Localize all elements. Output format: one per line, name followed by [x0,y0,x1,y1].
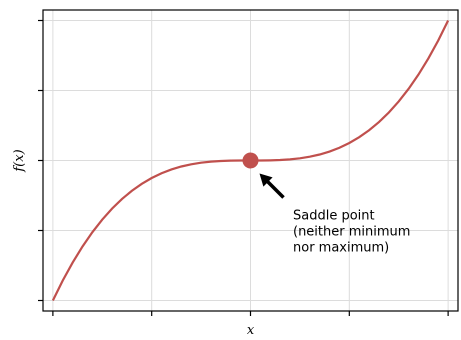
annotation-line-1: Saddle point [293,209,375,224]
annotation-line-2: (neither minimum [293,225,410,240]
saddle-point-annotation: Saddle point (neither minimum nor maximu… [293,209,415,256]
y-axis-label: f(x) [12,149,27,172]
grid [43,10,458,311]
x-axis-label: x [247,323,255,338]
annotation-arrowhead [259,173,273,187]
saddle-point-marker [242,152,259,169]
axis-ticks [38,19,449,316]
annotation-line-3: nor maximum) [293,241,389,256]
